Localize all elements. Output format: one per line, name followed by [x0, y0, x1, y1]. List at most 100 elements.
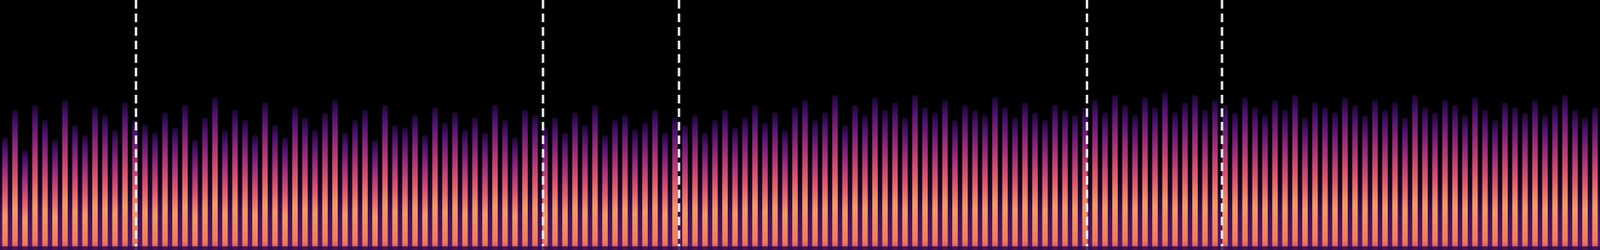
streak [1272, 99, 1278, 250]
streak [732, 127, 738, 250]
streak [1281, 110, 1288, 250]
streak [552, 117, 558, 250]
streak [862, 115, 868, 250]
streak [1092, 99, 1099, 250]
streak [1112, 94, 1118, 250]
streak [792, 107, 798, 250]
boundary-line [1085, 0, 1089, 250]
streak [202, 117, 208, 250]
streak [1442, 99, 1449, 250]
background [0, 0, 1600, 250]
streak [942, 99, 948, 250]
streak [1462, 115, 1468, 250]
streak [1512, 107, 1518, 250]
streak [662, 132, 669, 250]
streak [82, 134, 88, 250]
streak [1321, 107, 1328, 250]
streak [1502, 102, 1508, 250]
streak [822, 112, 828, 250]
boundary-line [1221, 0, 1224, 250]
streak [1382, 110, 1388, 250]
streak [802, 99, 808, 250]
streak [602, 134, 608, 250]
streak [891, 102, 898, 250]
streak [62, 99, 68, 250]
streak [931, 112, 938, 250]
streak [702, 132, 709, 250]
streak [352, 119, 359, 250]
streak [712, 119, 718, 250]
streak [972, 110, 979, 250]
streak [1592, 107, 1598, 250]
streak [1122, 105, 1128, 250]
streak [372, 139, 378, 250]
boundary-line [541, 0, 545, 250]
plot-area [2, 0, 1599, 250]
streak [71, 124, 78, 250]
streak [92, 107, 98, 250]
streak [1172, 112, 1179, 250]
streak [1352, 105, 1358, 250]
streak [1492, 119, 1498, 250]
streak [1472, 97, 1478, 250]
streak [1212, 99, 1218, 250]
streak [421, 134, 428, 250]
streak [242, 119, 248, 250]
streak [682, 124, 688, 250]
streak [752, 105, 758, 250]
streak [432, 107, 438, 250]
streak [632, 129, 638, 250]
streak [52, 139, 58, 250]
streak [652, 110, 658, 250]
streak [1152, 107, 1158, 250]
streak [192, 139, 199, 250]
streak [882, 110, 888, 250]
streak [1362, 115, 1369, 250]
streak [722, 110, 728, 250]
streak [1342, 97, 1348, 250]
streak [1422, 107, 1428, 250]
streak [1482, 110, 1489, 250]
streak [152, 132, 159, 250]
streak [1582, 117, 1588, 250]
streak [342, 132, 348, 250]
streak [1562, 94, 1569, 250]
streak [582, 124, 589, 250]
streak [22, 150, 28, 250]
streak [1002, 107, 1008, 250]
streak [1052, 105, 1059, 250]
streak [122, 102, 128, 250]
streak [1232, 112, 1238, 250]
streak [142, 124, 148, 250]
streak [182, 105, 188, 250]
streak [162, 112, 168, 250]
streak [982, 115, 988, 250]
streak [1201, 110, 1208, 250]
streak [1392, 102, 1398, 250]
streak [322, 112, 328, 250]
streak [461, 129, 468, 250]
streak [1022, 102, 1028, 250]
streak [1012, 117, 1019, 250]
streak [762, 122, 768, 250]
streak [1542, 115, 1548, 250]
streak [1162, 92, 1168, 250]
streak [412, 115, 418, 250]
streak [782, 129, 789, 250]
streak [362, 110, 368, 250]
streak [212, 97, 218, 250]
streak [642, 122, 648, 250]
streak [902, 117, 908, 250]
streak [592, 105, 598, 250]
streak [1252, 107, 1258, 250]
streak [302, 117, 308, 250]
streak [742, 117, 749, 250]
streak [501, 119, 508, 250]
streak [851, 105, 858, 250]
streak [492, 105, 498, 250]
streak [692, 115, 698, 250]
streak [12, 110, 18, 250]
streak [842, 124, 848, 250]
spectrogram [0, 0, 1600, 250]
streak [452, 112, 458, 250]
